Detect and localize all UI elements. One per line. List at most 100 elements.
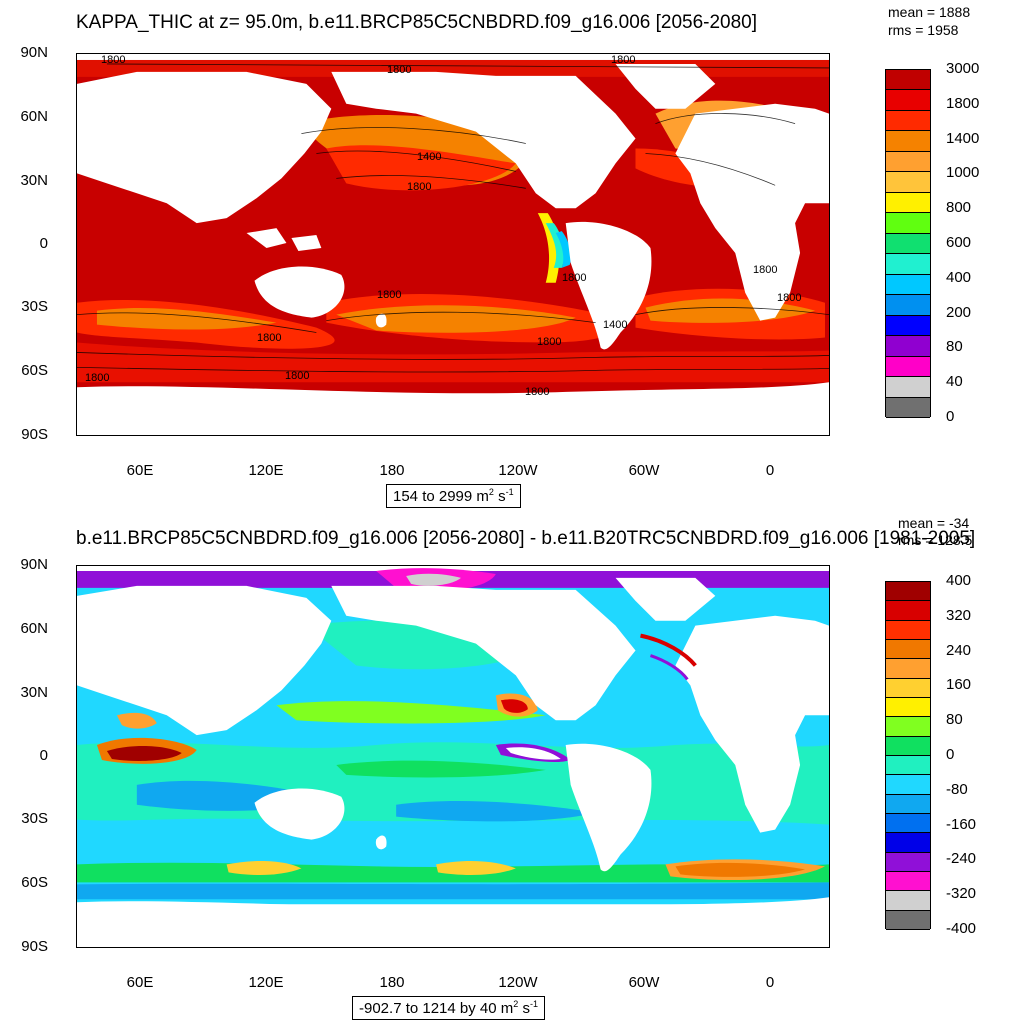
lat-label: 30N [20, 172, 48, 189]
colorbar-label: -80 [946, 780, 968, 798]
colorbar-label: 240 [946, 641, 972, 659]
lon-label: 0 [765, 462, 775, 479]
colorbar-segment [886, 639, 930, 660]
lat-label: 30S [21, 298, 48, 315]
colorbar-label: 400 [946, 572, 972, 589]
lon-label: 60W [628, 462, 660, 479]
lat-label: 90S [21, 426, 48, 443]
colorbar-label: 200 [946, 303, 972, 321]
colorbar-segment [886, 717, 930, 737]
contour-label: 1800 [377, 289, 402, 301]
panel1-range-sup2: -1 [505, 487, 514, 497]
colorbar-segment [886, 377, 930, 398]
panel2-rms: rms = 128.5 [898, 532, 973, 548]
lat-label: 90N [20, 44, 48, 61]
colorbar-segment [886, 910, 930, 930]
panel1-range-sup: 2 [488, 487, 494, 497]
colorbar-label: -400 [946, 920, 977, 937]
contour-label: 1800 [777, 292, 802, 304]
panel2-map [76, 565, 830, 948]
lon-label: 120E [248, 462, 284, 479]
panel2-range-text: -902.7 to 1214 by 40 m [359, 1000, 514, 1017]
colorbar-segment [886, 891, 930, 911]
colorbar-label: 1000 [946, 164, 980, 182]
lat-label: 90S [21, 938, 48, 955]
contour-label: 1400 [603, 319, 628, 331]
colorbar-segment [886, 233, 930, 255]
colorbar-segment [886, 192, 930, 214]
colorbar-label: 600 [946, 234, 972, 251]
lon-label: 60E [126, 974, 154, 991]
lon-label: 60E [126, 462, 154, 479]
contour-label: 1800 [525, 386, 550, 398]
colorbar-segment [886, 794, 930, 814]
panel1-range-unit: s [493, 488, 506, 505]
contour-label: 1800 [257, 332, 282, 344]
colorbar-segment [886, 110, 930, 132]
contour-label: 1800 [611, 54, 636, 66]
lat-label: 90N [20, 556, 48, 573]
colorbar-label: -320 [946, 885, 977, 903]
colorbar-label: 40 [946, 373, 963, 391]
panel1-rms: rms = 1958 [888, 22, 959, 38]
lon-label: 120W [498, 974, 538, 991]
colorbar-segment [886, 151, 930, 173]
colorbar-label: 1400 [946, 129, 980, 147]
panel2-range-unit: s [518, 1000, 530, 1017]
colorbar-label: 80 [946, 711, 963, 729]
panel2-mean: mean = -34 [898, 515, 970, 531]
contour-label: 1800 [407, 181, 432, 193]
colorbar-label: 400 [946, 268, 972, 286]
contour-label: 1800 [562, 272, 587, 284]
lon-label: 0 [765, 974, 775, 991]
colorbar-label: 3000 [946, 60, 980, 77]
panel1-range-box: 154 to 2999 m2 s-1 [386, 484, 521, 508]
colorbar-label: 800 [946, 199, 972, 217]
colorbar-segment [886, 172, 930, 193]
colorbar-segment [886, 315, 930, 337]
lat-label: 60N [20, 620, 48, 637]
colorbar-label: 0 [946, 746, 955, 763]
colorbar-segment [886, 620, 930, 640]
colorbar-segment [886, 697, 930, 718]
lon-label: 180 [379, 462, 405, 479]
colorbar-segment [886, 356, 930, 378]
colorbar-label: 320 [946, 606, 972, 624]
colorbar-segment [886, 70, 930, 91]
colorbar-segment [886, 397, 930, 418]
lat-label: 30N [20, 684, 48, 701]
colorbar-segment [886, 131, 930, 152]
colorbar-segment [886, 736, 930, 756]
colorbar-segment [886, 775, 930, 795]
contour-label: 1800 [285, 370, 310, 382]
panel2-range-sup: 2 [513, 999, 519, 1009]
panel2-colorbar [885, 581, 931, 930]
lat-label: 60N [20, 108, 48, 125]
colorbar-segment [886, 295, 930, 316]
colorbar-segment [886, 336, 930, 357]
colorbar-segment [886, 254, 930, 275]
colorbar-segment [886, 659, 930, 679]
lat-label: 30S [21, 810, 48, 827]
lon-label: 120W [498, 462, 538, 479]
colorbar-segment [886, 852, 930, 872]
colorbar-segment [886, 813, 930, 834]
panel1-map: 1800 1800 1800 1400 1800 1800 1800 1800 … [76, 53, 830, 436]
contour-label: 1800 [101, 54, 126, 66]
colorbar-segment [886, 833, 930, 853]
panel2-title: b.e11.BRCP85C5CNBDRD.f09_g16.006 [2056-2… [76, 528, 976, 549]
colorbar-segment [886, 213, 930, 234]
contour-label: 1800 [85, 372, 110, 384]
contour-label: 1800 [537, 336, 562, 348]
colorbar-label: 0 [946, 408, 955, 425]
colorbar-label: 160 [946, 676, 972, 694]
lat-label: 60S [21, 874, 48, 891]
contour-label: 1800 [387, 64, 412, 76]
colorbar-segment [886, 582, 930, 602]
colorbar-label: 80 [946, 338, 963, 356]
panel1-colorbar [885, 69, 931, 418]
panel1-title: KAPPA_THIC at z= 95.0m, b.e11.BRCP85C5CN… [76, 12, 758, 33]
lon-label: 180 [379, 974, 405, 991]
colorbar-segment [886, 90, 930, 111]
contour-label: 1400 [417, 151, 442, 163]
